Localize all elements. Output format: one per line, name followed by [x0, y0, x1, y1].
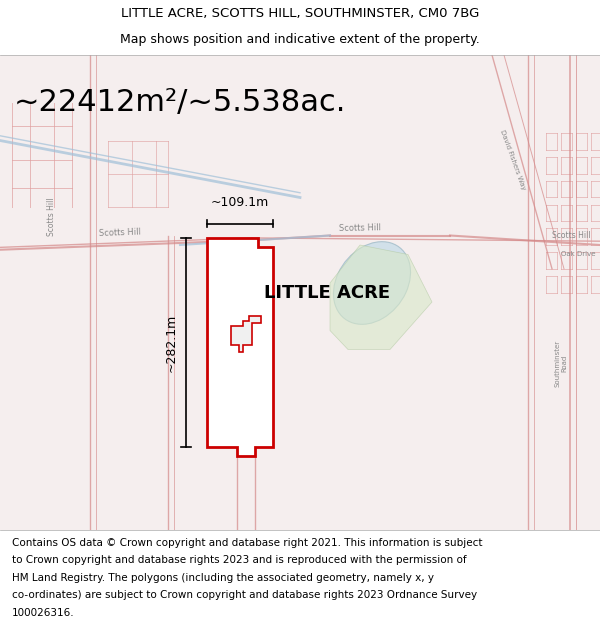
Polygon shape	[231, 316, 261, 352]
Text: Scotts Hill: Scotts Hill	[99, 228, 141, 238]
Text: Southminster
Road: Southminster Road	[554, 340, 568, 388]
Text: Oak Drive: Oak Drive	[561, 251, 595, 258]
Text: Map shows position and indicative extent of the property.: Map shows position and indicative extent…	[120, 33, 480, 46]
Text: LITTLE ACRE, SCOTTS HILL, SOUTHMINSTER, CM0 7BG: LITTLE ACRE, SCOTTS HILL, SOUTHMINSTER, …	[121, 8, 479, 20]
Text: Scotts Hill: Scotts Hill	[47, 197, 56, 236]
Text: Contains OS data © Crown copyright and database right 2021. This information is : Contains OS data © Crown copyright and d…	[12, 538, 482, 548]
Text: Scotts Hill: Scotts Hill	[339, 223, 381, 233]
Text: David Fishers Way: David Fishers Way	[499, 129, 527, 191]
Polygon shape	[330, 245, 432, 349]
Text: to Crown copyright and database rights 2023 and is reproduced with the permissio: to Crown copyright and database rights 2…	[12, 555, 467, 565]
Text: Scotts Hill: Scotts Hill	[552, 231, 590, 240]
Text: co-ordinates) are subject to Crown copyright and database rights 2023 Ordnance S: co-ordinates) are subject to Crown copyr…	[12, 591, 477, 601]
Text: ~109.1m: ~109.1m	[211, 196, 269, 209]
Text: ~282.1m: ~282.1m	[164, 313, 178, 371]
Ellipse shape	[334, 242, 410, 324]
Text: LITTLE ACRE: LITTLE ACRE	[264, 284, 390, 301]
Text: HM Land Registry. The polygons (including the associated geometry, namely x, y: HM Land Registry. The polygons (includin…	[12, 572, 434, 582]
Polygon shape	[207, 238, 273, 456]
Text: ~22412m²/~5.538ac.: ~22412m²/~5.538ac.	[14, 88, 346, 117]
Text: 100026316.: 100026316.	[12, 608, 74, 618]
